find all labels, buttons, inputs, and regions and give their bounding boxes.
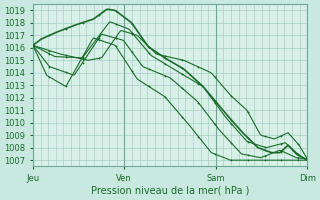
X-axis label: Pression niveau de la mer( hPa ): Pression niveau de la mer( hPa ): [91, 186, 249, 196]
